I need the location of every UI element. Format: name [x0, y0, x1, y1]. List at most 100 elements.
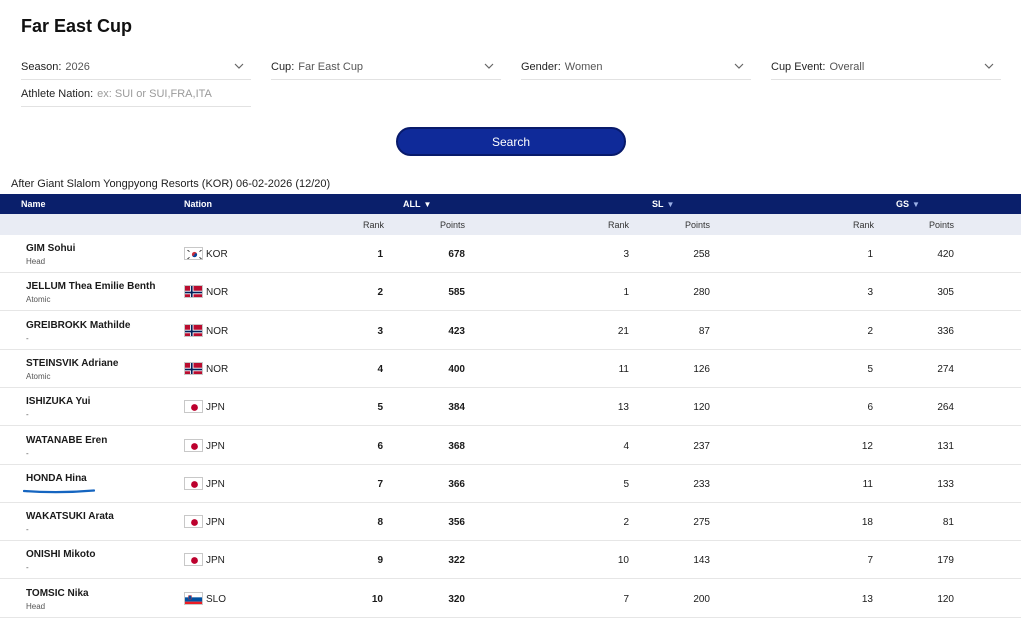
- all-points: 423: [448, 325, 465, 337]
- all-rank-subheader: Rank: [363, 220, 385, 230]
- all-points: 322: [448, 555, 465, 567]
- cup-event-value: Overall: [829, 60, 865, 73]
- athlete-brand: -: [26, 410, 29, 420]
- cup-value: Far East Cup: [298, 60, 364, 73]
- gs-rank-subheader: Rank: [853, 220, 875, 230]
- athlete-name[interactable]: GIM Sohui: [26, 243, 76, 254]
- gs-points: 336: [937, 325, 954, 337]
- all-rank: 7: [377, 478, 383, 490]
- all-points: 585: [448, 287, 465, 299]
- athlete-nation-field[interactable]: Athlete Nation: ex: SUI or SUI,FRA,ITA: [21, 81, 251, 107]
- athlete-name[interactable]: STEINSVIK Adriane: [26, 357, 119, 369]
- all-points: 368: [448, 440, 465, 452]
- all-points: 320: [448, 593, 465, 605]
- sl-rank: 2: [623, 517, 629, 529]
- col-name-header[interactable]: Name: [21, 199, 46, 209]
- flag-icon: [184, 323, 203, 337]
- table-subheader: Rank Points Rank Points Rank Points: [0, 214, 1021, 235]
- col-sl-header[interactable]: SL ▼: [652, 199, 675, 209]
- sl-rank: 7: [623, 593, 629, 605]
- gs-rank: 12: [861, 440, 873, 452]
- gs-points: 264: [937, 402, 954, 414]
- flag-icon: [184, 361, 203, 375]
- gs-points-subheader: Points: [929, 220, 955, 230]
- season-select[interactable]: Season: 2026: [21, 54, 251, 80]
- table-row[interactable]: GIM Sohui Head KOR 1 678 3 258 1 420: [0, 235, 1021, 273]
- search-button[interactable]: Search: [396, 127, 626, 156]
- table-header: Name Nation ALL ▼ SL ▼ GS ▼: [0, 194, 1021, 214]
- page-title: Far East Cup: [21, 16, 133, 36]
- all-rank: 5: [377, 402, 383, 414]
- gender-value: Women: [564, 60, 603, 73]
- sort-down-icon: ▼: [912, 200, 920, 209]
- table-row[interactable]: WATANABE Eren - JPN 6 368 4 237 12 131: [0, 427, 1021, 465]
- gs-points: 420: [937, 249, 954, 260]
- sl-points: 126: [693, 363, 710, 375]
- table-row[interactable]: WAKATSUKI Arata - JPN 8 356 2 275 18 81: [0, 503, 1021, 542]
- gs-points: 133: [937, 478, 954, 490]
- gs-rank: 7: [867, 555, 873, 567]
- cup-select[interactable]: Cup: Far East Cup: [271, 54, 501, 80]
- gs-rank: 6: [867, 402, 873, 414]
- table-row[interactable]: ISHIZUKA Yui - JPN 5 384 13 120 6 264: [0, 388, 1021, 427]
- sl-rank: 11: [618, 363, 629, 375]
- flag-icon: [184, 285, 203, 299]
- athlete-name[interactable]: WATANABE Eren: [26, 434, 108, 446]
- col-gs-header[interactable]: GS ▼: [896, 199, 920, 209]
- sl-rank: 21: [617, 325, 629, 337]
- athlete-nation: JPN: [206, 402, 225, 414]
- col-all-header[interactable]: ALL ▼: [403, 199, 432, 209]
- sl-points: 120: [693, 402, 710, 414]
- all-rank: 4: [377, 363, 383, 375]
- table-row[interactable]: STEINSVIK Adriane Atomic NOR 4 400 11 126 5 274: [0, 350, 1021, 388]
- athlete-brand: Atomic: [26, 371, 51, 381]
- athlete-brand: Head: [26, 601, 46, 611]
- gs-points: 305: [937, 287, 954, 299]
- all-points-subheader: Points: [440, 220, 466, 230]
- sl-points: 87: [698, 325, 710, 337]
- season-value: 2026: [65, 60, 90, 73]
- all-points: 400: [448, 363, 465, 375]
- gs-rank: 3: [867, 287, 873, 299]
- sl-points: 275: [693, 517, 710, 529]
- gs-points: 179: [937, 555, 954, 567]
- flag-icon: [184, 400, 203, 414]
- athlete-name[interactable]: ONISHI Mikoto: [26, 549, 96, 561]
- sl-points: 237: [693, 440, 710, 452]
- gs-rank: 18: [861, 517, 873, 529]
- flag-icon: [184, 476, 203, 490]
- sl-rank: 1: [623, 287, 629, 299]
- athlete-name[interactable]: GREIBROKK Mathilde: [26, 319, 131, 331]
- athlete-name[interactable]: ISHIZUKA Yui: [26, 396, 91, 408]
- athlete-name[interactable]: JELLUM Thea Emilie Benth: [26, 281, 156, 293]
- gs-rank: 2: [867, 325, 873, 337]
- gs-points: 81: [942, 517, 954, 529]
- athlete-nation: JPN: [206, 517, 225, 529]
- athlete-brand: -: [26, 448, 29, 458]
- athlete-name[interactable]: HONDA Hina: [26, 472, 87, 484]
- table-row[interactable]: JELLUM Thea Emilie Benth Atomic NOR 2 585 1 28…: [0, 273, 1021, 312]
- flag-icon: [184, 247, 203, 260]
- athlete-name[interactable]: TOMSIC Nika: [26, 587, 89, 599]
- gender-select[interactable]: Gender: Women: [521, 54, 751, 80]
- sl-rank: 13: [617, 402, 629, 414]
- flag-icon: [184, 553, 203, 567]
- athlete-brand: -: [26, 333, 29, 343]
- all-points: 384: [448, 402, 465, 414]
- table-row[interactable]: GREIBROKK Mathilde - NOR 3 423 21 87 2 336: [0, 312, 1021, 350]
- athlete-brand: -: [26, 525, 29, 535]
- chevron-down-icon: [484, 63, 494, 69]
- table-row[interactable]: ONISHI Mikoto - JPN 9 322 10 143 7 179: [0, 541, 1021, 580]
- sl-points-subheader: Points: [685, 220, 711, 230]
- col-nation-header[interactable]: Nation: [184, 199, 212, 209]
- sl-points: 143: [693, 555, 710, 567]
- table-row[interactable]: HONDA Hina - JPN 7 366 5 233 11 133: [0, 465, 1021, 503]
- table-row[interactable]: TOMSIC Nika Head SLO 10 320 7 200 13 120: [0, 580, 1021, 618]
- gs-rank: 1: [867, 249, 873, 260]
- flag-icon: [184, 591, 203, 605]
- all-rank: 6: [377, 440, 383, 452]
- sort-down-icon: ▼: [666, 200, 675, 209]
- athlete-nation: JPN: [206, 440, 225, 452]
- cup-event-select[interactable]: Cup Event: Overall: [771, 54, 1001, 80]
- athlete-name[interactable]: WAKATSUKI Arata: [26, 511, 114, 523]
